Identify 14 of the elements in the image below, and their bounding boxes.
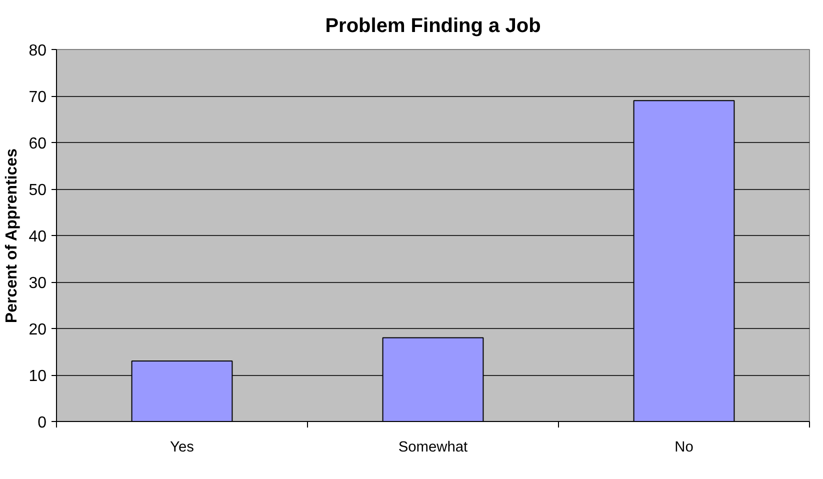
y-tick-label: 40	[28, 228, 47, 246]
y-tick-label: 20	[28, 322, 47, 338]
y-tick-label: 10	[28, 368, 47, 385]
x-tick-label: Yes	[170, 440, 194, 456]
x-tick-label: No	[674, 440, 694, 456]
y-axis-title: Percent of Apprentices	[4, 148, 21, 324]
x-tick-label: Somewhat	[398, 440, 468, 456]
y-tick-label: 80	[28, 42, 47, 60]
chart-title: Problem Finding a Job	[325, 15, 541, 37]
y-tick-label: 30	[28, 275, 47, 292]
y-tick-label: 50	[28, 182, 47, 199]
y-tick-label: 70	[28, 89, 47, 106]
y-tick-label: 0	[38, 414, 47, 432]
y-tick-label: 60	[28, 136, 47, 152]
